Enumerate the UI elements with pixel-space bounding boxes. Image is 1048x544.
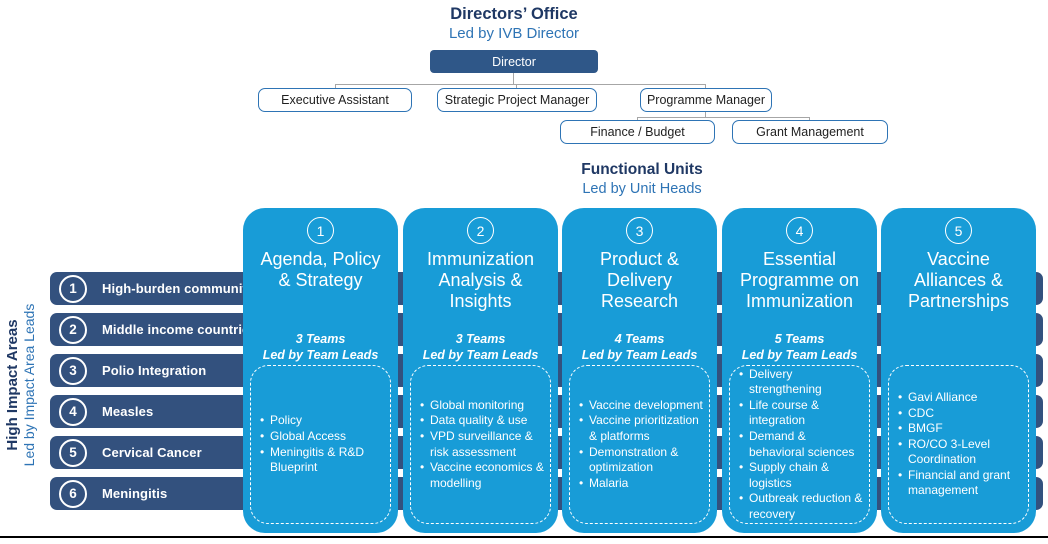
unit-bullet-panel: Global monitoringData quality & useVPD s… (410, 365, 551, 524)
impact-row-label: Polio Integration (102, 363, 207, 378)
bullet-item: Delivery strengthening (739, 367, 864, 398)
functional-units-title: Functional Units (581, 161, 703, 178)
bullet-item: Outbreak reduction & recovery (739, 491, 864, 522)
unit-card-5: 5 Vaccine Alliances & Partnerships Gavi … (881, 208, 1036, 533)
unit-number-badge: 4 (786, 217, 813, 244)
impact-row-label: Meningitis (102, 486, 168, 501)
impact-number-badge: 3 (59, 356, 87, 385)
functional-units-subtitle: Led by Unit Heads (582, 181, 702, 197)
unit-teams-lead: Led by Team Leads (422, 348, 539, 363)
unit-title: Immunization Analysis & Insights (426, 249, 535, 311)
bullet-item: Vaccine prioritization & platforms (579, 413, 704, 444)
bullet-item: Data quality & use (420, 413, 545, 429)
org-connector (335, 84, 706, 85)
org-connector (335, 84, 336, 88)
unit-bullet-list: Vaccine developmentVaccine prioritizatio… (570, 398, 709, 492)
impact-row-label: Measles (102, 404, 154, 419)
bullet-item: Supply chain & logistics (739, 460, 864, 491)
bullet-item: Policy (260, 413, 385, 429)
strategic-project-manager-box: Strategic Project Manager (437, 88, 597, 112)
unit-teams-note: 3 Teams Led by Team Leads (403, 331, 558, 364)
unit-teams-note (881, 331, 1036, 347)
unit-number-badge: 5 (945, 217, 972, 244)
finance-budget-box: Finance / Budget (560, 120, 715, 144)
impact-number-badge: 5 (59, 438, 87, 467)
impact-number-badge: 6 (59, 479, 87, 508)
unit-teams-note: 5 Teams Led by Team Leads (722, 331, 877, 364)
bullet-item: Demand & behavioral sciences (739, 429, 864, 460)
unit-bullet-panel: Vaccine developmentVaccine prioritizatio… (569, 365, 710, 524)
grant-management-box: Grant Management (732, 120, 888, 144)
unit-teams-note: 4 Teams Led by Team Leads (562, 331, 717, 364)
unit-bullet-panel: Gavi AllianceCDCBMGFRO/CO 3-Level Coordi… (888, 365, 1029, 524)
unit-teams-lead: Led by Team Leads (581, 348, 698, 363)
directors-office-subtitle: Led by IVB Director (448, 25, 580, 42)
unit-title: Essential Programme on Immunization (739, 249, 860, 311)
bullet-item: Financial and grant management (898, 468, 1023, 499)
unit-bullet-panel: PolicyGlobal AccessMeningitis & R&D Blue… (250, 365, 391, 524)
unit-teams-count: 3 Teams (295, 332, 346, 346)
unit-teams-count: 5 Teams (774, 332, 825, 346)
unit-teams-count: 4 Teams (614, 332, 665, 346)
unit-number-badge: 1 (307, 217, 334, 244)
programme-manager-box: Programme Manager (640, 88, 772, 112)
bullet-item: Meningitis & R&D Blueprint (260, 445, 385, 476)
unit-teams-lead: Led by Team Leads (262, 348, 379, 363)
unit-bullet-panel: Delivery strengtheningLife course & inte… (729, 365, 870, 524)
unit-title: Product & Delivery Research (599, 249, 680, 311)
org-connector (705, 84, 706, 88)
executive-assistant-box: Executive Assistant (258, 88, 412, 112)
unit-teams-lead: Led by Team Leads (741, 348, 858, 363)
unit-card-4: 4 Essential Programme on Immunization 5 … (722, 208, 877, 533)
org-connector (809, 117, 810, 120)
org-connector (705, 112, 706, 117)
bullet-item: Life course & integration (739, 398, 864, 429)
unit-bullet-list: Global monitoringData quality & useVPD s… (411, 398, 550, 492)
unit-card-3: 3 Product & Delivery Research 4 Teams Le… (562, 208, 717, 533)
org-connector (637, 117, 810, 118)
high-impact-areas-subtitle: Led by Impact Area Leads (21, 303, 37, 467)
bullet-item: Gavi Alliance (898, 390, 1023, 406)
impact-number-badge: 1 (59, 274, 87, 303)
impact-row-label: Cervical Cancer (102, 445, 202, 460)
unit-bullet-list: Gavi AllianceCDCBMGFRO/CO 3-Level Coordi… (889, 390, 1028, 499)
impact-row-label: Middle income countries (102, 322, 257, 337)
org-connector (637, 117, 638, 120)
unit-teams-note: 3 Teams Led by Team Leads (243, 331, 398, 364)
unit-number-badge: 2 (467, 217, 494, 244)
bullet-item: Malaria (579, 476, 704, 492)
unit-teams-count: 3 Teams (455, 332, 506, 346)
unit-number-badge: 3 (626, 217, 653, 244)
unit-card-1: 1 Agenda, Policy & Strategy 3 Teams Led … (243, 208, 398, 533)
unit-bullet-list: PolicyGlobal AccessMeningitis & R&D Blue… (251, 413, 390, 475)
bullet-item: Global Access (260, 429, 385, 445)
org-connector (516, 84, 517, 88)
bullet-item: Vaccine development (579, 398, 704, 414)
bullet-item: BMGF (898, 421, 1023, 437)
unit-title: Agenda, Policy & Strategy (260, 249, 381, 290)
bottom-divider (0, 536, 1048, 538)
unit-card-2: 2 Immunization Analysis & Insights 3 Tea… (403, 208, 558, 533)
bullet-item: CDC (898, 406, 1023, 422)
directors-office-title: Directors’ Office (450, 5, 578, 23)
director-box: Director (430, 50, 598, 73)
impact-number-badge: 2 (59, 315, 87, 344)
bullet-item: RO/CO 3-Level Coordination (898, 437, 1023, 468)
impact-number-badge: 4 (59, 397, 87, 426)
unit-title: Vaccine Alliances & Partnerships (907, 249, 1010, 311)
org-connector (513, 73, 514, 84)
bullet-item: Vaccine economics & modelling (420, 460, 545, 491)
bullet-item: Global monitoring (420, 398, 545, 414)
unit-bullet-list: Delivery strengtheningLife course & inte… (730, 367, 869, 523)
impact-row-label: High-burden communities (102, 281, 266, 296)
bullet-item: Demonstration & optimization (579, 445, 704, 476)
bullet-item: VPD surveillance & risk assessment (420, 429, 545, 460)
